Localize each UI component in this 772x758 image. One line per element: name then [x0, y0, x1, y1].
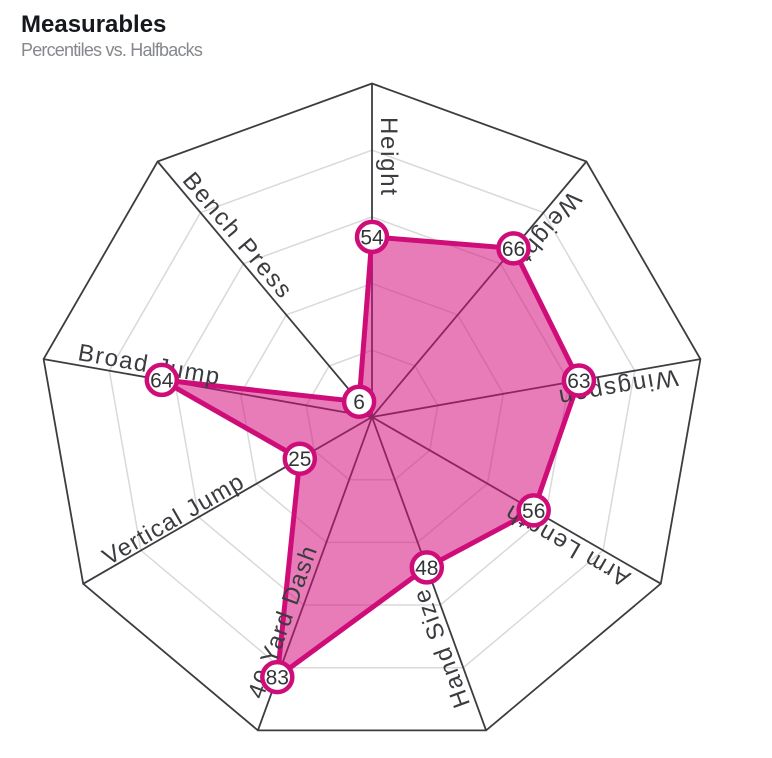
svg-text:25: 25 — [288, 448, 311, 471]
svg-text:63: 63 — [567, 370, 590, 393]
svg-text:6: 6 — [353, 391, 365, 414]
svg-text:Height: Height — [375, 117, 402, 195]
svg-text:48: 48 — [415, 557, 438, 580]
svg-text:64: 64 — [150, 369, 174, 392]
svg-text:54: 54 — [360, 226, 384, 249]
svg-text:66: 66 — [502, 238, 525, 261]
svg-text:Vertical Jump: Vertical Jump — [98, 469, 248, 571]
svg-text:Bench Press: Bench Press — [177, 167, 297, 303]
svg-text:83: 83 — [266, 667, 289, 690]
svg-text:56: 56 — [522, 500, 545, 523]
